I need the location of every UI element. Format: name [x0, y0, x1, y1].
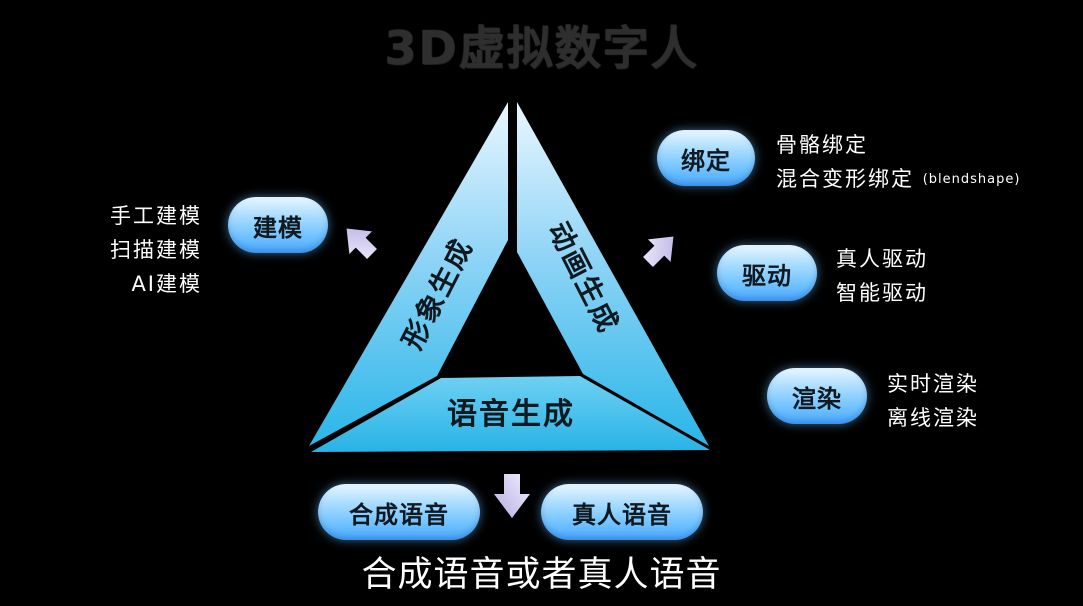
binding-list: 骨骼绑定 混合变形绑定 (blendshape)	[776, 128, 1020, 197]
binding-item: 骨骼绑定	[776, 133, 868, 157]
arrow-to-animation-icon	[643, 236, 674, 267]
synthetic-voice-pill: 合成语音	[318, 484, 480, 540]
triangle-bottom-label: 语音生成	[447, 397, 575, 432]
driving-item: 智能驱动	[836, 281, 928, 305]
triangle-right-segment	[517, 102, 709, 446]
driving-item: 真人驱动	[836, 247, 928, 271]
driving-list: 真人驱动 智能驱动	[836, 242, 928, 310]
binding-item: 混合变形绑定 (blendshape)	[776, 167, 1021, 191]
triangle-left-segment	[309, 102, 508, 446]
arrow-to-modeling-icon	[346, 228, 377, 259]
rendering-item: 实时渲染	[887, 372, 979, 396]
rendering-item: 离线渲染	[887, 406, 979, 430]
rendering-pill: 渲染	[767, 368, 867, 424]
triangle-bottom-segment	[311, 376, 710, 452]
driving-pill: 驱动	[717, 245, 817, 301]
diagram-title: 3D虚拟数字人	[384, 21, 699, 75]
modeling-list: 手工建模 扫描建模 AI建模	[78, 199, 202, 301]
rendering-list: 实时渲染 离线渲染	[887, 367, 979, 435]
modeling-item: 手工建模	[110, 204, 202, 228]
modeling-item: 扫描建模	[110, 238, 202, 262]
modeling-item: AI建模	[131, 272, 202, 296]
binding-pill: 绑定	[657, 130, 755, 186]
voice-caption: 合成语音或者真人语音	[361, 555, 722, 595]
arrow-to-voice-icon	[494, 474, 530, 518]
real-voice-pill: 真人语音	[541, 484, 703, 540]
modeling-pill: 建模	[228, 197, 328, 253]
